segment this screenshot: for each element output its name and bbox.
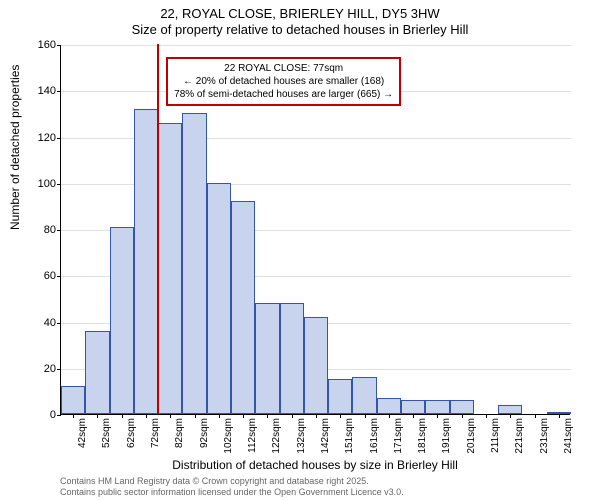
chart-title-line2: Size of property relative to detached ho…	[0, 22, 600, 37]
x-tick-label: 211sqm	[490, 418, 501, 458]
y-tick-label: 140	[38, 85, 56, 97]
y-tick-label: 20	[44, 363, 56, 375]
annotation-line: 22 ROYAL CLOSE: 77sqm	[174, 62, 393, 75]
y-axis-label: Number of detached properties	[8, 65, 22, 230]
y-tick-label: 80	[44, 224, 56, 236]
property-size-chart: 22, ROYAL CLOSE, BRIERLEY HILL, DY5 3HW …	[0, 0, 600, 500]
x-tick-label: 142sqm	[320, 418, 331, 458]
histogram-bar	[182, 113, 206, 414]
annotation-box: 22 ROYAL CLOSE: 77sqm← 20% of detached h…	[166, 57, 401, 106]
marker-line	[157, 44, 159, 414]
histogram-bar	[255, 303, 279, 414]
histogram-bar	[425, 400, 449, 414]
x-tick-label: 112sqm	[247, 418, 258, 458]
x-tick-label: 191sqm	[441, 418, 452, 458]
histogram-bar	[85, 331, 109, 414]
chart-title-line1: 22, ROYAL CLOSE, BRIERLEY HILL, DY5 3HW	[0, 6, 600, 21]
y-tick-label: 40	[44, 317, 56, 329]
histogram-bar	[401, 400, 425, 414]
histogram-bar	[352, 377, 376, 414]
y-tick-label: 120	[38, 132, 56, 144]
x-tick-label: 62sqm	[126, 418, 137, 458]
histogram-bar	[110, 227, 134, 414]
x-tick-label: 102sqm	[223, 418, 234, 458]
chart-footer: Contains HM Land Registry data © Crown c…	[60, 476, 404, 498]
x-tick-label: 241sqm	[563, 418, 574, 458]
y-tick-label: 160	[38, 39, 56, 51]
x-tick-label: 52sqm	[101, 418, 112, 458]
x-tick-label: 132sqm	[296, 418, 307, 458]
footer-line2: Contains public sector information licen…	[60, 487, 404, 498]
histogram-bar	[231, 201, 255, 414]
histogram-bar	[134, 109, 158, 414]
annotation-line: ← 20% of detached houses are smaller (16…	[174, 75, 393, 88]
x-tick-label: 122sqm	[271, 418, 282, 458]
x-tick-label: 82sqm	[174, 418, 185, 458]
x-tick-label: 92sqm	[199, 418, 210, 458]
histogram-bar	[158, 123, 182, 414]
y-tick-label: 100	[38, 178, 56, 190]
x-tick-label: 201sqm	[466, 418, 477, 458]
plot-area: 42sqm52sqm62sqm72sqm82sqm92sqm102sqm112s…	[60, 45, 570, 415]
footer-line1: Contains HM Land Registry data © Crown c…	[60, 476, 404, 487]
histogram-bar	[207, 183, 231, 414]
histogram-bar	[498, 405, 522, 414]
histogram-bar	[61, 386, 85, 414]
x-tick-label: 151sqm	[344, 418, 355, 458]
histogram-bar	[450, 400, 474, 414]
x-tick-label: 231sqm	[539, 418, 550, 458]
x-tick-label: 72sqm	[150, 418, 161, 458]
x-tick-label: 181sqm	[417, 418, 428, 458]
histogram-bar	[280, 303, 304, 414]
x-tick-label: 42sqm	[77, 418, 88, 458]
y-tick-label: 0	[50, 409, 56, 421]
x-tick-label: 161sqm	[369, 418, 380, 458]
x-tick-label: 221sqm	[514, 418, 525, 458]
annotation-line: 78% of semi-detached houses are larger (…	[174, 88, 393, 101]
x-tick-label: 171sqm	[393, 418, 404, 458]
histogram-bar	[377, 398, 401, 414]
x-axis-label: Distribution of detached houses by size …	[60, 458, 570, 472]
histogram-bar	[328, 379, 352, 414]
y-tick-label: 60	[44, 270, 56, 282]
histogram-bar	[304, 317, 328, 414]
